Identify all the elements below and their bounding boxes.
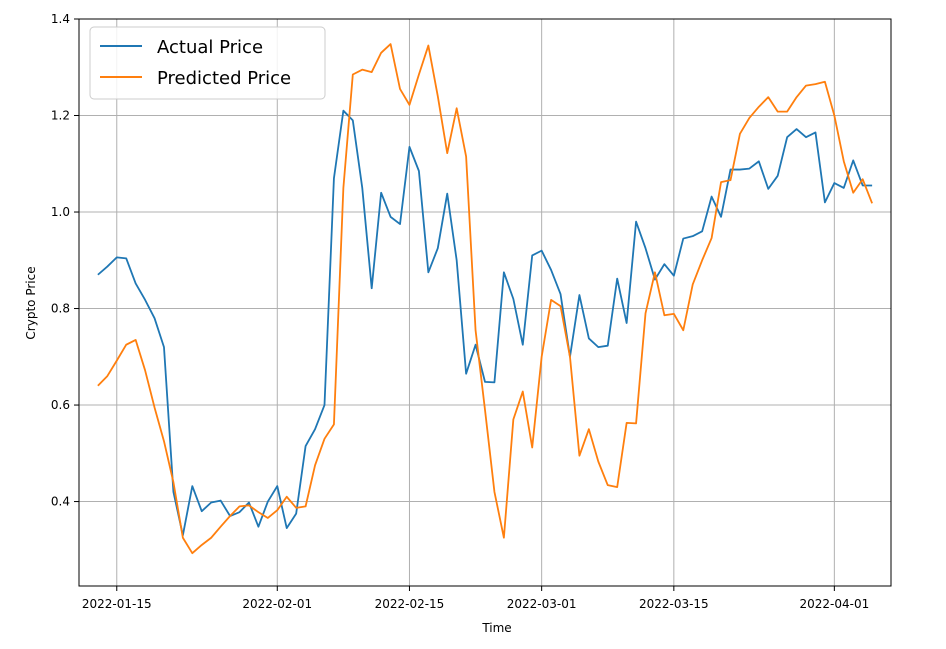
x-axis-label: Time [481, 621, 511, 635]
x-tick-label: 2022-01-15 [82, 597, 152, 611]
plot-frame [78, 18, 892, 587]
series-lines [97, 43, 873, 555]
y-tick-label: 0.8 [51, 302, 70, 316]
legend-box [89, 26, 326, 100]
grid-lines [79, 18, 891, 586]
legend-label-predicted: Predicted Price [157, 68, 291, 89]
x-axis-ticks: 2022-01-15 2022-02-01 2022-02-15 2022-03-01… [82, 586, 869, 611]
legend: Actual Price Predicted Price [89, 26, 326, 100]
x-tick-label: 2022-02-15 [375, 597, 445, 611]
y-tick-label: 1.4 [51, 12, 70, 26]
x-tick-label: 2022-03-01 [507, 597, 577, 611]
y-axis-ticks: 0.4 0.6 0.8 1.0 1.2 1.4 [51, 12, 79, 509]
series-line-actual-price [97, 109, 873, 537]
series-line-predicted-price [97, 43, 873, 555]
y-tick-label: 1.0 [51, 205, 70, 219]
x-tick-label: 2022-02-01 [242, 597, 312, 611]
y-tick-label: 0.4 [51, 495, 70, 509]
x-tick-label: 2022-04-01 [799, 597, 869, 611]
x-tick-label: 2022-03-15 [639, 597, 709, 611]
y-tick-label: 0.6 [51, 398, 70, 412]
y-tick-label: 1.2 [51, 109, 70, 123]
legend-label-actual: Actual Price [157, 37, 263, 58]
y-axis-label: Crypto Price [24, 266, 38, 339]
